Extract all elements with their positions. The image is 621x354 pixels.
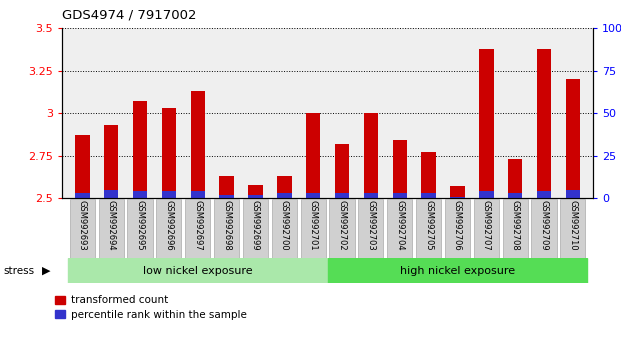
Bar (392, 193, 407, 198)
Text: GSM992695: GSM992695 (135, 200, 145, 251)
FancyBboxPatch shape (185, 199, 211, 258)
Bar (191, 91, 205, 198)
Bar (479, 49, 494, 198)
Text: GSM992697: GSM992697 (193, 200, 202, 251)
Bar (277, 176, 291, 198)
FancyBboxPatch shape (301, 199, 325, 258)
Bar (161, 192, 176, 198)
Bar (219, 195, 233, 198)
FancyBboxPatch shape (156, 199, 181, 258)
Text: GSM992696: GSM992696 (165, 200, 173, 251)
Bar (392, 141, 407, 198)
FancyBboxPatch shape (272, 199, 297, 258)
Bar (335, 144, 349, 198)
FancyBboxPatch shape (330, 199, 355, 258)
Bar (133, 101, 147, 198)
Bar (68, 258, 328, 283)
FancyBboxPatch shape (532, 199, 556, 258)
FancyBboxPatch shape (358, 199, 383, 258)
Text: GSM992710: GSM992710 (568, 200, 578, 251)
FancyBboxPatch shape (474, 199, 499, 258)
Bar (537, 192, 551, 198)
Text: GSM992700: GSM992700 (280, 200, 289, 251)
Bar (422, 152, 436, 198)
Text: GDS4974 / 7917002: GDS4974 / 7917002 (62, 9, 197, 22)
FancyBboxPatch shape (445, 199, 470, 258)
Legend: transformed count, percentile rank within the sample: transformed count, percentile rank withi… (55, 296, 247, 320)
Bar (191, 192, 205, 198)
Text: ▶: ▶ (42, 266, 51, 276)
Text: GSM992708: GSM992708 (510, 200, 520, 251)
Text: GSM992703: GSM992703 (366, 200, 375, 251)
Text: GSM992699: GSM992699 (251, 200, 260, 251)
Bar (277, 193, 291, 198)
Bar (306, 113, 320, 198)
Bar (537, 49, 551, 198)
Bar (104, 125, 119, 198)
Bar (75, 193, 89, 198)
Text: GSM992705: GSM992705 (424, 200, 433, 251)
Text: stress: stress (3, 266, 34, 276)
Text: GSM992702: GSM992702 (337, 200, 347, 251)
Bar (479, 192, 494, 198)
Bar (364, 113, 378, 198)
Bar (328, 258, 587, 283)
Text: GSM992704: GSM992704 (395, 200, 404, 251)
Text: GSM992701: GSM992701 (309, 200, 318, 251)
Bar (75, 135, 89, 198)
FancyBboxPatch shape (243, 199, 268, 258)
Bar (219, 176, 233, 198)
FancyBboxPatch shape (214, 199, 239, 258)
Text: GSM992698: GSM992698 (222, 200, 231, 251)
Text: high nickel exposure: high nickel exposure (400, 266, 515, 276)
FancyBboxPatch shape (560, 199, 586, 258)
Bar (450, 186, 465, 198)
FancyBboxPatch shape (99, 199, 124, 258)
Bar (508, 159, 522, 198)
Bar (566, 79, 580, 198)
Bar (508, 193, 522, 198)
FancyBboxPatch shape (416, 199, 441, 258)
Text: GSM992706: GSM992706 (453, 200, 462, 251)
Text: GSM992693: GSM992693 (78, 200, 87, 251)
Bar (248, 185, 263, 198)
FancyBboxPatch shape (502, 199, 528, 258)
Bar (566, 190, 580, 198)
Bar (161, 108, 176, 198)
Bar (450, 196, 465, 198)
Bar (364, 193, 378, 198)
Text: GSM992694: GSM992694 (107, 200, 116, 251)
Bar (422, 193, 436, 198)
Bar (104, 190, 119, 198)
FancyBboxPatch shape (387, 199, 412, 258)
Text: GSM992709: GSM992709 (540, 200, 548, 251)
FancyBboxPatch shape (127, 199, 153, 258)
Text: GSM992707: GSM992707 (482, 200, 491, 251)
Bar (335, 193, 349, 198)
Bar (306, 193, 320, 198)
Bar (248, 195, 263, 198)
FancyBboxPatch shape (70, 199, 95, 258)
Bar (133, 192, 147, 198)
Text: low nickel exposure: low nickel exposure (143, 266, 253, 276)
